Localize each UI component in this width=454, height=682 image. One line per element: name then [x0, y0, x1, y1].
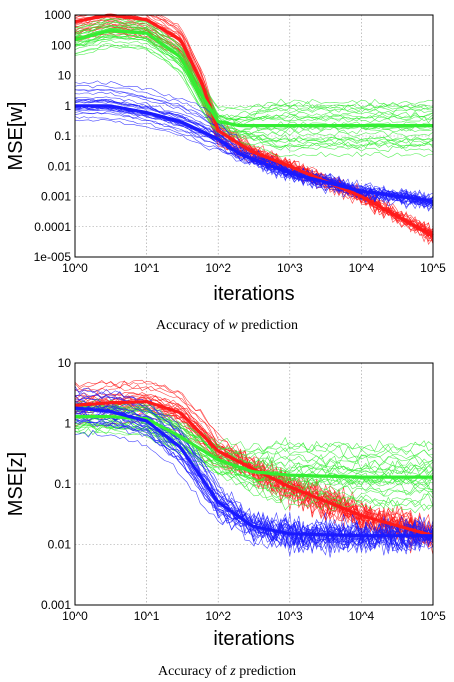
- plot-frame: [74, 362, 434, 606]
- caption-prefix: Accuracy of: [157, 664, 231, 679]
- series-line-red: [74, 400, 434, 538]
- y-tick-label: 0.0001: [34, 220, 71, 234]
- y-tick-labels: 0.001 0.01 0.1 1 10: [41, 356, 71, 612]
- trajectory-line-green: [74, 21, 434, 153]
- caption-variable: w: [228, 318, 238, 333]
- trajectory-line-green: [74, 26, 434, 122]
- series-line-blue: [74, 406, 433, 538]
- series-line-green: [74, 29, 433, 128]
- x-tick-labels: 10^0 10^1 10^2 10^3 10^4 10^5: [62, 609, 446, 623]
- y-tick-label: 0.001: [41, 598, 71, 612]
- y-tick-label: 0.1: [54, 129, 71, 143]
- trajectory-line-green: [74, 46, 434, 138]
- trajectory-line-blue: [74, 84, 434, 203]
- trajectory-line-green: [74, 24, 434, 124]
- trajectory-line-blue: [74, 89, 434, 210]
- x-tick-label: 10^4: [349, 609, 375, 623]
- y-tick-label: 0.01: [48, 159, 72, 173]
- trajectory-line-green: [74, 28, 434, 149]
- figure-caption-z: Accuracy of z prediction: [0, 664, 454, 680]
- trajectory-line-green: [74, 27, 434, 119]
- trajectory-line-green: [74, 405, 434, 459]
- x-tick-labels: 10^0 10^1 10^2 10^3 10^4 10^5: [62, 261, 446, 275]
- y-tick-label: 0.1: [54, 477, 71, 491]
- caption-suffix: prediction: [235, 664, 296, 679]
- x-tick-label: 10^0: [62, 609, 88, 623]
- series-group: [74, 13, 434, 238]
- trajectory-line-green: [74, 34, 434, 122]
- y-tick-label: 100: [51, 38, 71, 52]
- trajectory-line-green: [74, 404, 434, 507]
- y-tick-label: 1: [64, 99, 71, 113]
- x-tick-label: 10^3: [277, 609, 303, 623]
- y-tick-label: 10: [58, 69, 72, 83]
- y-tick-label: 1e-005: [34, 250, 72, 264]
- trajectory-line-green: [74, 406, 434, 476]
- trajectory-line-green: [74, 43, 434, 150]
- x-tick-label: 10^0: [62, 261, 88, 275]
- y-tick-label: 10: [58, 356, 72, 370]
- trajectory-line-green: [74, 24, 434, 122]
- trajectory-line-green: [74, 37, 434, 145]
- series-group: [74, 400, 434, 538]
- x-tick-label: 10^2: [205, 261, 231, 275]
- y-tick-labels: 1e-005 0.0001 0.001 0.01 0.1 1 10 100 1000: [34, 8, 72, 264]
- trajectory-line-green: [74, 419, 434, 479]
- x-axis-label: iterations: [213, 283, 294, 305]
- plot-frame: [74, 14, 434, 258]
- series-line-blue: [75, 104, 434, 203]
- y-axis-label: MSE[w]: [5, 102, 27, 171]
- caption-variable: z: [230, 664, 236, 679]
- x-tick-label: 10^1: [134, 261, 160, 275]
- x-tick-label: 10^4: [349, 261, 375, 275]
- y-tick-label: 1000: [44, 8, 71, 22]
- trajectory-line-green: [74, 32, 433, 158]
- y-tick-label: 1: [64, 417, 71, 431]
- trajectory-line-green: [74, 27, 434, 118]
- caption-prefix: Accuracy of: [156, 318, 229, 333]
- trajectory-line-green: [74, 422, 434, 496]
- chart-z-panel: 0.001 0.01 0.1 1 10 10^0 10^1 10^2 10^3 10^4 10^5…: [5, 356, 446, 650]
- x-tick-label: 10^3: [277, 261, 303, 275]
- caption-suffix: prediction: [237, 318, 298, 333]
- y-tick-label: 0.01: [48, 538, 72, 552]
- trajectory-line-green: [74, 402, 434, 475]
- x-tick-label: 10^5: [420, 609, 446, 623]
- series-line-red: [74, 13, 434, 238]
- trajectory-bundles: [74, 379, 434, 558]
- x-tick-label: 10^1: [134, 609, 160, 623]
- x-tick-label: 10^5: [420, 261, 446, 275]
- x-tick-label: 10^2: [205, 609, 231, 623]
- figure-caption-w: Accuracy of w prediction: [0, 318, 454, 334]
- y-tick-label: 0.001: [41, 190, 71, 204]
- trajectory-bundles: [74, 14, 434, 246]
- x-axis-label: iterations: [213, 628, 294, 650]
- y-axis-label: MSE[z]: [5, 452, 27, 516]
